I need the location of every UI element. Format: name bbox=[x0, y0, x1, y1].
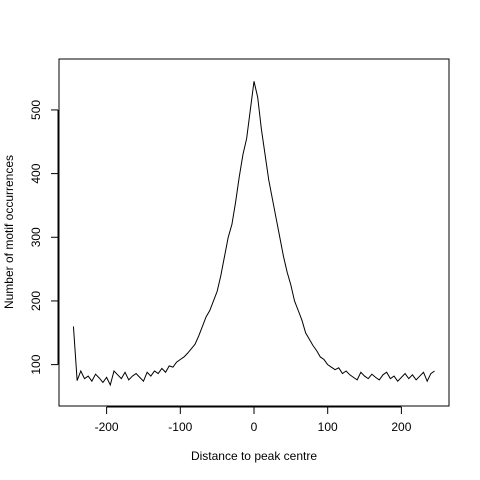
y-tick-label: 400 bbox=[29, 163, 43, 183]
y-tick-label: 200 bbox=[29, 291, 43, 311]
x-tick-label: 0 bbox=[251, 420, 258, 434]
x-tick-label: 200 bbox=[391, 420, 411, 434]
x-tick-label: -100 bbox=[168, 420, 192, 434]
x-axis-label: Distance to peak centre bbox=[191, 449, 317, 463]
x-tick-label: -200 bbox=[95, 420, 119, 434]
data-line bbox=[72, 81, 435, 387]
y-axis-label: Number of motif occurrences bbox=[2, 155, 16, 309]
x-tick-label: 100 bbox=[318, 420, 338, 434]
y-tick-label: 100 bbox=[29, 354, 43, 374]
plot-box bbox=[58, 58, 450, 407]
y-tick-label: 500 bbox=[29, 100, 43, 120]
y-tick-label: 300 bbox=[29, 227, 43, 247]
